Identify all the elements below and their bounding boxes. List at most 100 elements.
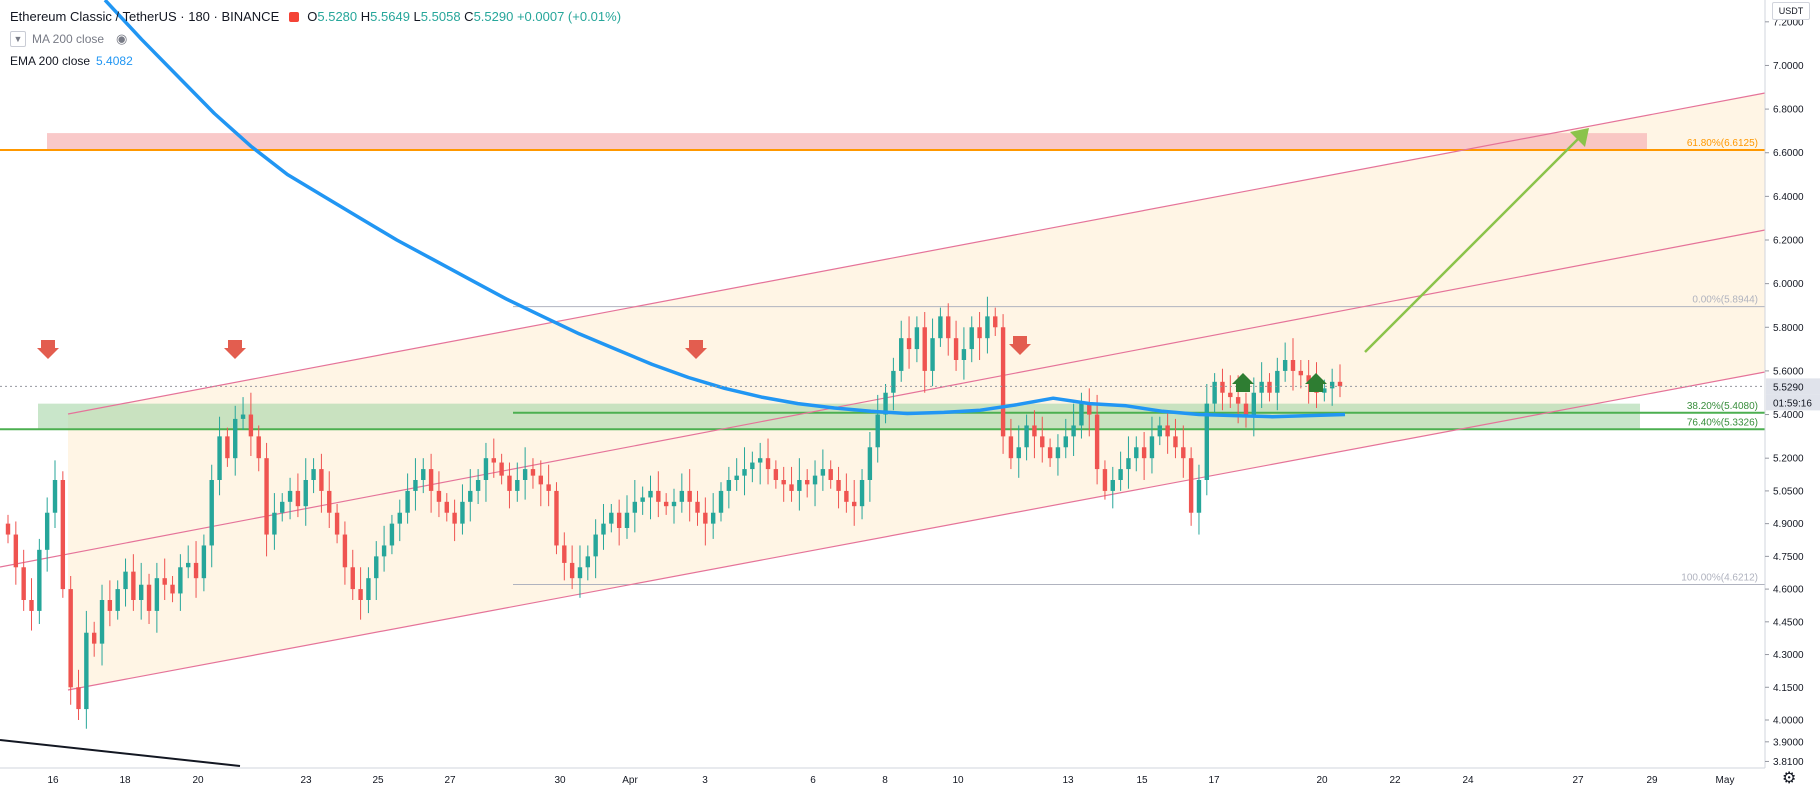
countdown-badge (1766, 394, 1820, 411)
candle-body (107, 600, 113, 611)
x-tick-label: 17 (1208, 775, 1220, 786)
market-status-icon[interactable] (289, 12, 300, 22)
x-tick-label: 15 (1136, 775, 1148, 786)
up-arrow-icon (1232, 373, 1254, 392)
candle-body (781, 480, 786, 485)
candle-body (146, 584, 152, 611)
candle-body (883, 392, 888, 415)
fib-level-label: 100.00%(4.6212) (1681, 572, 1758, 583)
x-tick-label: 18 (119, 775, 131, 786)
candle-body (616, 512, 622, 528)
channel-bottom-line (67, 371, 1766, 691)
fib-level-label: 0.00%(5.8944) (1692, 295, 1758, 306)
down-arrow-icon (37, 340, 59, 359)
x-tick-label: 30 (554, 775, 566, 786)
candle-body (334, 512, 340, 535)
x-tick-label: 16 (47, 775, 59, 786)
candle-body (389, 523, 395, 546)
candle-body (1306, 375, 1311, 382)
candle-body (875, 414, 880, 448)
candle-body (131, 571, 136, 600)
candle-body (569, 562, 575, 579)
candle-body (233, 418, 238, 459)
candle-body (1055, 447, 1061, 459)
candle-body (280, 501, 285, 513)
candle-body (139, 584, 144, 600)
down-arrow-icon (685, 340, 707, 359)
candle-body (193, 562, 199, 579)
candle-body (1275, 370, 1280, 393)
candle-body (820, 469, 826, 476)
x-tick-label: May (1716, 775, 1735, 786)
indicator-ma200[interactable]: ▼ MA 200 close ◉ (10, 28, 621, 50)
candle-body (256, 436, 261, 459)
fib-level-label: 61.80%(6.6125) (1687, 138, 1758, 149)
currency-unit-badge[interactable]: USDT (1772, 2, 1810, 20)
candle-body (1141, 447, 1147, 459)
candle-body (507, 475, 512, 491)
candle-body (154, 578, 160, 611)
candle-body (812, 475, 818, 485)
candle-body (1329, 381, 1335, 389)
candle-body (805, 480, 810, 485)
candle-body (1157, 425, 1162, 437)
candle-body (1243, 403, 1249, 415)
candle-body (906, 338, 912, 350)
candle-body (1094, 414, 1100, 470)
candle-body (21, 567, 26, 600)
candle-body (899, 338, 904, 371)
candle-body (1110, 480, 1115, 491)
indicator-ema200[interactable]: EMA 200 close 5.4082 (10, 50, 621, 72)
candle-body (483, 458, 489, 480)
y-tick-label: 4.9000 (1773, 519, 1804, 530)
projection-arrow (1364, 134, 1583, 353)
candle-body (961, 349, 967, 360)
candle-body (867, 447, 873, 480)
y-tick-label: 4.6000 (1773, 585, 1804, 596)
candle-body (844, 490, 849, 502)
candle-body (538, 475, 543, 485)
candle-body (601, 523, 606, 535)
candle-body (1228, 392, 1233, 398)
candle-body (44, 512, 50, 550)
candle-body (358, 589, 363, 600)
hidden-eye-icon[interactable]: ◉ (116, 31, 128, 46)
indicator-value: 5.4082 (96, 54, 133, 68)
x-tick-label: 23 (300, 775, 312, 786)
candle-body (750, 462, 755, 470)
x-tick-label: 27 (444, 775, 456, 786)
high-value: 5.5649 (370, 9, 410, 24)
y-tick-label: 6.0000 (1773, 279, 1804, 290)
chevron-down-icon[interactable]: ▼ (10, 31, 26, 47)
candle-body (891, 370, 896, 393)
candle-body (671, 501, 677, 507)
candle-body (475, 480, 481, 491)
candle-body (60, 480, 66, 590)
candle-body (99, 600, 105, 644)
candle-body (789, 484, 794, 491)
candle-body (37, 549, 42, 611)
candle-body (1220, 381, 1225, 393)
candle-body (687, 490, 692, 502)
candle-body (209, 480, 214, 546)
candle-body (593, 534, 598, 557)
candle-body (1032, 425, 1037, 437)
candle-body (1181, 447, 1186, 459)
y-tick-label: 4.4500 (1773, 617, 1804, 628)
candle-body (1282, 360, 1288, 371)
candle-body (648, 490, 653, 498)
y-tick-label: 6.4000 (1773, 192, 1804, 203)
y-tick-label: 3.8100 (1773, 757, 1804, 768)
candle-body (84, 632, 89, 710)
candle-body (374, 556, 379, 579)
indicator-label: MA 200 close (32, 32, 105, 46)
candle-body (562, 545, 567, 563)
x-tick-label: 27 (1572, 775, 1584, 786)
candle-body (1118, 469, 1123, 480)
x-tick-label: 20 (192, 775, 204, 786)
candle-body (1079, 403, 1084, 426)
candle-body (217, 436, 222, 480)
gear-icon[interactable]: ⚙ (1782, 770, 1797, 787)
candle-body (327, 490, 332, 513)
